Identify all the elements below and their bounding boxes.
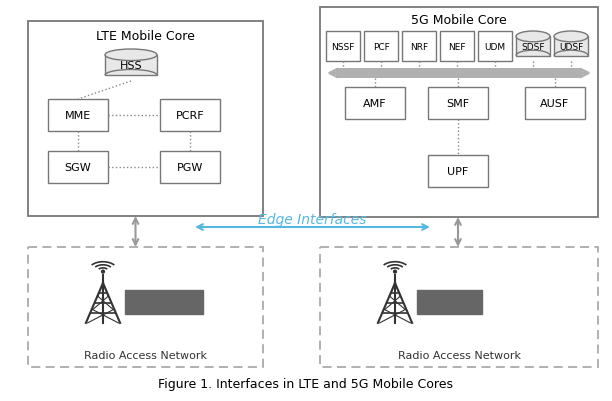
Bar	[28, 247, 263, 367]
Text: Figure 1. Interfaces in LTE and 5G Mobile Cores: Figure 1. Interfaces in LTE and 5G Mobil…	[159, 378, 453, 391]
Bar	[364, 32, 398, 62]
Text: PGW: PGW	[177, 162, 203, 172]
Bar	[48, 152, 108, 184]
Text: PCF: PCF	[373, 43, 389, 51]
Text: NEF: NEF	[448, 43, 466, 51]
Text: MME: MME	[65, 111, 91, 121]
Text: UDM: UDM	[485, 43, 506, 51]
Text: NRF: NRF	[410, 43, 428, 51]
Bar	[160, 100, 220, 132]
Text: SMF: SMF	[446, 99, 469, 109]
Bar	[478, 32, 512, 62]
Text: Edge Interfaces: Edge Interfaces	[258, 213, 367, 227]
Text: gNB: gNB	[438, 296, 461, 309]
Text: eNodeB: eNodeB	[141, 296, 187, 309]
Bar	[336, 69, 582, 79]
Text: 5G Mobile Core: 5G Mobile Core	[411, 14, 507, 26]
Text: HSS: HSS	[120, 61, 143, 71]
Bar	[28, 22, 263, 217]
Ellipse shape	[516, 32, 550, 43]
Bar	[105, 56, 157, 76]
Bar	[160, 152, 220, 184]
Text: LTE Mobile Core: LTE Mobile Core	[96, 29, 195, 43]
Bar	[525, 88, 585, 120]
Bar	[320, 247, 598, 367]
Bar	[125, 290, 203, 314]
Text: Radio Access Network: Radio Access Network	[84, 350, 207, 360]
Circle shape	[102, 271, 105, 273]
Text: SGW: SGW	[65, 162, 91, 172]
Bar	[554, 37, 588, 57]
Text: AUSF: AUSF	[540, 99, 570, 109]
Text: NSSF: NSSF	[331, 43, 355, 51]
Text: PCRF: PCRF	[176, 111, 204, 121]
Bar	[440, 32, 474, 62]
Text: Radio Access Network: Radio Access Network	[398, 350, 520, 360]
Text: SDSF: SDSF	[521, 43, 545, 51]
Bar	[516, 37, 550, 57]
Text: UDSF: UDSF	[559, 43, 583, 51]
Text: AMF: AMF	[363, 99, 387, 109]
Bar	[326, 32, 360, 62]
Bar	[48, 100, 108, 132]
Text: UPF: UPF	[447, 166, 469, 176]
Bar	[417, 290, 482, 314]
Bar	[320, 8, 598, 217]
Ellipse shape	[554, 32, 588, 43]
Bar	[428, 88, 488, 120]
Circle shape	[394, 271, 397, 273]
Ellipse shape	[105, 50, 157, 61]
Bar	[428, 156, 488, 188]
Bar	[402, 32, 436, 62]
Bar	[345, 88, 405, 120]
